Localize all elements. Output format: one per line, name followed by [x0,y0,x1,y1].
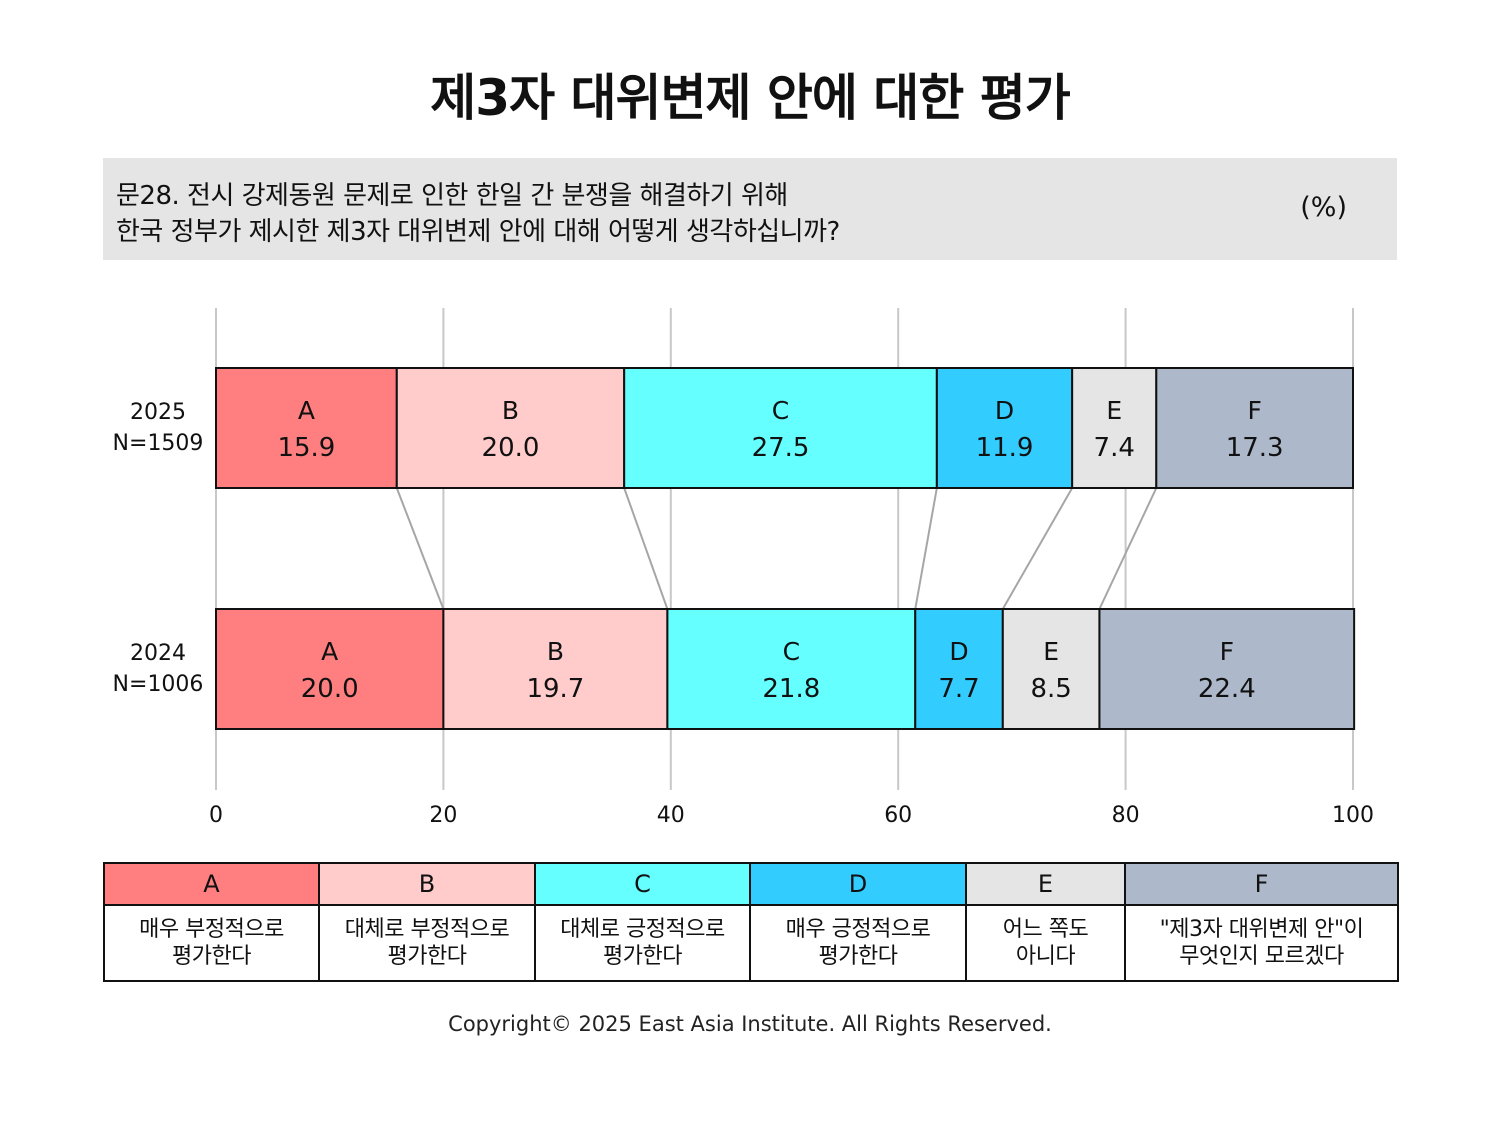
segment-code-label: F [1220,637,1234,666]
segment-value-label: 20.0 [301,674,359,704]
legend-desc-c: 대체로 긍정적으로 평가한다 [534,904,751,982]
copyright-text: Copyright© 2025 East Asia Institute. All… [448,1012,1052,1036]
bar-segment-e [1071,367,1158,489]
legend-code-a: A [103,862,320,906]
segment-value-label: 27.5 [752,433,810,463]
legend-desc-f: "제3자 대위변제 안"이 무엇인지 모르겠다 [1124,904,1399,982]
bar-segment-b [395,367,626,489]
segment-code-label: D [995,396,1014,425]
connector-line [914,487,938,610]
question-text-line-1: 문28. 전시 강제동원 문제로 인한 한일 간 분쟁을 해결하기 위해 [116,181,788,211]
segment-value-label: 11.9 [976,433,1034,463]
bar-segment-a [215,367,398,489]
connector-line [1001,487,1074,610]
bar-segment-f [1098,608,1356,730]
x-tick-label: 40 [657,803,685,828]
bar-segment-f [1155,367,1354,489]
bar-segment-c [666,608,917,730]
bar-segment-d [914,608,1004,730]
segment-value-label: 7.7 [938,674,979,704]
legend-desc-line-1: 매우 부정적으로 [139,917,284,942]
legend-code-e: E [965,862,1126,906]
segment-value-label: 19.7 [526,674,584,704]
connector-line [1098,487,1158,610]
legend-code-row: A B C D E F [103,862,1399,906]
legend-code-f: F [1124,862,1399,906]
bar-segment-c [623,367,938,489]
row-year-label: 2024 [130,641,186,666]
legend-desc-line-1: 매우 긍정적으로 [785,917,931,942]
row-year-label: 2025 [130,400,186,425]
legend-desc-line-1: 대체로 긍정적으로 [560,917,725,942]
bar-segment-a [215,608,445,730]
legend-desc-a: 매우 부정적으로 평가한다 [103,904,320,982]
question-text-line-2: 한국 정부가 제시한 제3자 대위변제 안에 대해 어떻게 생각하십니까? [116,217,840,247]
unit-label: (%) [1300,192,1347,223]
x-tick-label: 20 [429,803,457,828]
segment-value-label: 22.4 [1198,674,1256,704]
x-tick-label: 60 [884,803,912,828]
legend-desc-line-1: 대체로 부정적으로 [344,917,510,942]
segment-code-label: B [547,637,564,666]
legend-desc-line-2: 평가한다 [603,944,682,969]
segment-value-label: 21.8 [762,674,820,704]
legend-code-c: C [534,862,751,906]
legend-desc-line-2: 무엇인지 모르겠다 [1179,944,1344,969]
segment-value-label: 8.5 [1030,674,1071,704]
legend-desc-e: 어느 쪽도 아니다 [965,904,1126,982]
legend-desc-line-1: "제3자 대위변제 안"이 [1159,917,1364,942]
legend-desc-b: 대체로 부정적으로 평가한다 [318,904,536,982]
segment-code-label: B [502,396,519,425]
legend-code-d: D [749,862,967,906]
segment-code-label: D [949,637,968,666]
connector-line [623,487,669,610]
segment-code-label: C [772,396,789,425]
segment-code-label: A [321,637,338,666]
bar-segment-b [442,608,669,730]
bar-segment-d [935,367,1074,489]
legend-desc-line-2: 평가한다 [172,944,251,969]
segment-code-label: F [1247,396,1261,425]
legend-desc-line-2: 평가한다 [818,944,898,969]
legend-table: A B C D E F 매우 부정적으로 평가한다 대체로 부정적으로 평가한다 대… [103,862,1399,982]
question-box: 문28. 전시 강제동원 문제로 인한 한일 간 분쟁을 해결하기 위해 한국 … [103,158,1397,260]
row-sample-size-label: N=1006 [113,672,204,697]
legend-description-row: 매우 부정적으로 평가한다 대체로 부정적으로 평가한다 대체로 긍정적으로 평가한다… [103,904,1399,982]
segment-value-label: 7.4 [1094,433,1135,463]
legend-desc-line-2: 평가한다 [387,944,467,969]
legend-desc-line-2: 아니다 [1015,944,1076,969]
legend-desc-line-1: 어느 쪽도 [1002,917,1089,942]
x-tick-label: 80 [1112,803,1140,828]
segment-value-label: 17.3 [1226,433,1284,463]
connector-line [395,487,445,610]
segment-code-label: E [1106,396,1122,425]
segment-code-label: C [783,637,800,666]
x-tick-label: 0 [209,803,223,828]
segment-code-label: E [1043,637,1059,666]
stacked-bar-chart: 0 20 40 60 80 100 A 15.9 B 20.0 C 27.5 D 11.9 E 7.4 F 17.… [113,308,1374,828]
bar-segment-e [1001,608,1101,730]
segment-value-label: 15.9 [277,433,335,463]
segment-value-label: 20.0 [482,433,540,463]
chart-title: 제3자 대위변제 안에 대한 평가 [430,69,1070,127]
row-sample-size-label: N=1509 [113,431,204,456]
legend-code-b: B [318,862,536,906]
x-tick-label: 100 [1332,803,1374,828]
legend-desc-d: 매우 긍정적으로 평가한다 [749,904,967,982]
segment-code-label: A [298,396,315,425]
